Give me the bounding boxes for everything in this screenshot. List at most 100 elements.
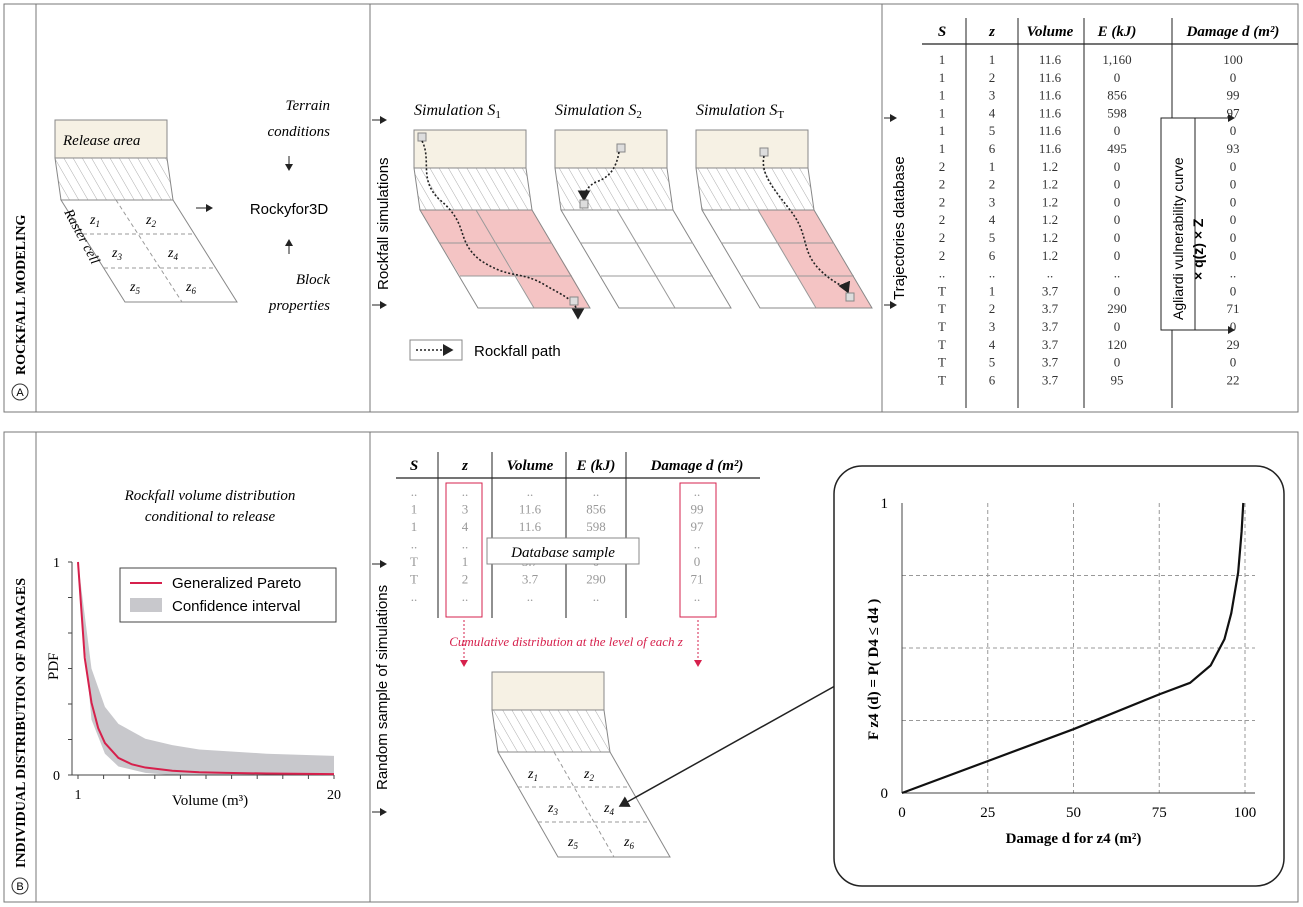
cdf-curve xyxy=(901,502,1245,795)
table-a-cell: 0 xyxy=(1230,230,1237,245)
cdf-xtick: 100 xyxy=(1234,805,1257,821)
table-a-cell: T xyxy=(938,337,946,352)
badge-b-text: B xyxy=(16,881,23,893)
table-a-cell: 0 xyxy=(1114,123,1121,138)
table-b-cell: .. xyxy=(462,537,469,552)
table-a-cell: 3.7 xyxy=(1042,355,1059,370)
table-a-cell: 11.6 xyxy=(1039,88,1062,103)
table-a-cell: 5 xyxy=(989,355,996,370)
table-a-cell: .. xyxy=(1230,266,1237,281)
table-a-cell: T xyxy=(938,283,946,298)
table-b-header: z xyxy=(461,458,468,474)
table-a-cell: 1.2 xyxy=(1042,194,1058,209)
rockfall-path-text: Rockfall path xyxy=(474,343,561,360)
model-label: Rockyfor3D xyxy=(250,201,329,218)
cdf-xlabel: Damage d for z4 (m²) xyxy=(1006,831,1142,847)
legend-ci-swatch xyxy=(130,598,162,612)
table-b-cell: .. xyxy=(694,589,701,604)
table-a-cell: .. xyxy=(989,266,996,281)
table-a-cell: 0 xyxy=(1114,212,1121,227)
table-a-cell: 4 xyxy=(989,212,996,227)
table-a-cell: 0 xyxy=(1114,248,1121,263)
table-b-cell: 71 xyxy=(691,572,704,587)
table-b-cell: 11.6 xyxy=(519,502,542,517)
table-a-cell: 1.2 xyxy=(1042,248,1058,263)
table-a-cell: 11.6 xyxy=(1039,52,1062,67)
table-a-cell: 2 xyxy=(939,177,946,192)
table-a-cell: 120 xyxy=(1107,337,1127,352)
table-b-cell: T xyxy=(410,554,418,569)
svg-text:z1: z1 xyxy=(527,767,538,783)
link-arrow xyxy=(618,671,861,807)
svg-text:z3: z3 xyxy=(547,801,558,817)
simulation-s1: Simulation S1 xyxy=(413,102,591,320)
table-b-cell: 99 xyxy=(691,502,704,517)
table-a-header: E (kJ) xyxy=(1097,24,1137,40)
table-b-cell: 97 xyxy=(691,519,705,534)
table-a-cell: 0 xyxy=(1230,194,1237,209)
table-a-cell: 0 xyxy=(1230,159,1237,174)
table-b-cell: 4 xyxy=(462,519,469,534)
pdf-legend: Generalized Pareto Confidence interval xyxy=(119,567,337,623)
table-a-cell: 0 xyxy=(1230,212,1237,227)
table-a-header: S xyxy=(938,24,946,40)
cdf-xtick: 75 xyxy=(1152,805,1167,821)
table-a-cell: 11.6 xyxy=(1039,141,1062,156)
table-a-cell: 2 xyxy=(939,230,946,245)
svg-text:z6: z6 xyxy=(623,835,634,851)
table-a-cell: T xyxy=(938,319,946,334)
table-a-cell: 100 xyxy=(1223,52,1243,67)
table-a-cell: 1 xyxy=(989,52,996,67)
table-a-cell: 0 xyxy=(1114,194,1121,209)
random-sample-label: Random sample of simulations xyxy=(374,585,391,790)
table-b-cell: .. xyxy=(462,589,469,604)
pdf-xtick: 20 xyxy=(327,788,341,803)
table-a-cell: 1,160 xyxy=(1102,52,1131,67)
table-a-cell: 2 xyxy=(939,194,946,209)
simulation-st: Simulation ST xyxy=(695,102,873,309)
release-terrain-block: Release area z1 z2 z3 z4 z5 z6 Raster ce… xyxy=(54,119,238,303)
table-a-cell: 0 xyxy=(1114,159,1121,174)
table-b-cell: .. xyxy=(411,537,418,552)
table-b-cell: T xyxy=(410,572,418,587)
table-b-cell: 0 xyxy=(694,554,701,569)
table-a-cell: 2 xyxy=(939,159,946,174)
table-a-cell: 29 xyxy=(1227,337,1240,352)
pdf-xlabel: Volume (m³) xyxy=(172,793,248,809)
table-a-cell: 5 xyxy=(989,123,996,138)
svg-text:z6: z6 xyxy=(185,280,196,296)
table-a-cell: 495 xyxy=(1107,141,1127,156)
pdf-ylabel: PDF xyxy=(46,652,62,680)
svg-text:z3: z3 xyxy=(111,246,122,262)
table-a-cell: 0 xyxy=(1230,70,1237,85)
table-a-cell: 11.6 xyxy=(1039,123,1062,138)
vulnerability-curve-box: Agliardi vulnerability curve × q(z) × Z xyxy=(1160,114,1235,334)
table-a-cell: 0 xyxy=(1230,123,1237,138)
table-b-cell: .. xyxy=(411,484,418,499)
table-a-cell: 0 xyxy=(1230,248,1237,263)
svg-text:z2: z2 xyxy=(145,213,156,229)
table-a-cell: 2 xyxy=(939,212,946,227)
table-a-cell: 0 xyxy=(1114,70,1121,85)
cdf-ytick: 0 xyxy=(881,786,889,802)
table-a-cell: 1 xyxy=(939,141,946,156)
table-a-cell: 3.7 xyxy=(1042,283,1059,298)
svg-text:Simulation ST: Simulation ST xyxy=(696,102,784,121)
pdf-ytick: 1 xyxy=(53,556,60,571)
table-a-cell: 1 xyxy=(989,283,996,298)
vuln-formula: × q(z) × Z xyxy=(1190,218,1206,280)
table-a-cell: 3 xyxy=(989,88,996,103)
table-b-cell: .. xyxy=(694,537,701,552)
table-b-cell: .. xyxy=(593,484,600,499)
table-a-cell: T xyxy=(938,301,946,316)
table-a-cell: 71 xyxy=(1227,301,1240,316)
table-a-cell: 4 xyxy=(989,105,996,120)
table-a-cell: .. xyxy=(1047,266,1054,281)
svg-text:Simulation S2: Simulation S2 xyxy=(555,102,642,121)
legend-ci-label: Confidence interval xyxy=(172,598,300,615)
table-a-header: Volume xyxy=(1027,24,1074,40)
table-a-cell: 2 xyxy=(939,248,946,263)
pdf-xtick: 1 xyxy=(75,788,82,803)
pdf-title-1: Rockfall volume distribution xyxy=(124,488,296,504)
